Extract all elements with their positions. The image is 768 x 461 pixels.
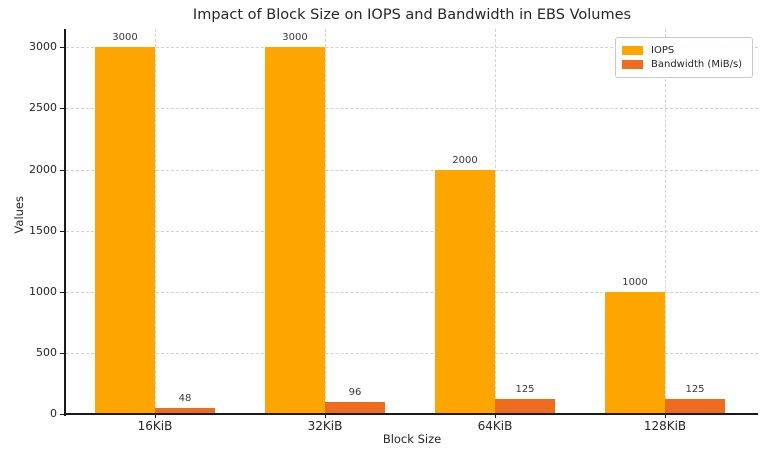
- x-axis-spine: [64, 413, 758, 415]
- y-tick-label: 1000: [29, 284, 57, 298]
- plot-area: 3000 48 3000 96 2000 125 1000 125: [66, 29, 758, 414]
- bar-value-label: 1000: [622, 276, 648, 288]
- bar-bandwidth-mib-s-32kib: [325, 402, 385, 414]
- y-axis-spine: [64, 29, 66, 416]
- x-tick-label: 128KiB: [643, 419, 687, 433]
- legend-label: IOPS: [651, 45, 675, 56]
- x-tick-label: 16KiB: [137, 419, 173, 433]
- bar-value-label: 96: [348, 387, 362, 399]
- legend-item: IOPS: [622, 44, 744, 57]
- gridline-y-3000: [66, 47, 758, 49]
- bar-iops-16kib: [95, 47, 155, 414]
- y-tick-label: 500: [36, 345, 57, 359]
- gridline-x-128KiB: [665, 29, 666, 414]
- bar-value-label: 125: [685, 383, 705, 395]
- chart-title: Impact of Block Size on IOPS and Bandwid…: [192, 7, 632, 23]
- y-tick-mark: [60, 414, 64, 415]
- bar-bandwidth-mib-s-64kib: [495, 398, 555, 414]
- legend-swatch-icon: [622, 60, 643, 69]
- y-tick-label: 3000: [29, 40, 57, 54]
- x-tick-label: 32KiB: [307, 419, 343, 433]
- y-tick-label: 2500: [29, 101, 57, 115]
- bar-value-label: 2000: [452, 154, 478, 166]
- y-tick-label: 2000: [29, 162, 57, 176]
- legend-swatch-icon: [622, 46, 643, 55]
- gridline-y-2000: [66, 169, 758, 171]
- bar-bandwidth-mib-s-128kib: [665, 398, 725, 414]
- y-tick-mark: [60, 230, 64, 232]
- x-tick-mark: [325, 415, 326, 418]
- x-tick-mark: [495, 415, 496, 418]
- gridline-y-1500: [66, 230, 758, 232]
- gridline-y-1000: [66, 291, 758, 293]
- x-tick-mark: [665, 415, 666, 418]
- bar-bandwidth-mib-s-16kib: [155, 408, 215, 414]
- legend: IOPS Bandwidth (MiB/s): [615, 37, 753, 78]
- gridline-x-16KiB: [155, 29, 156, 414]
- x-axis-label: Block Size: [382, 432, 442, 446]
- legend-item: Bandwidth (MiB/s): [622, 58, 744, 71]
- y-tick-mark: [60, 169, 64, 171]
- gridline-y-2500: [66, 108, 758, 110]
- gridline-x-64KiB: [495, 29, 496, 414]
- legend-label: Bandwidth (MiB/s): [651, 59, 743, 70]
- bar-iops-64kib: [435, 169, 495, 414]
- bar-value-label: 48: [178, 393, 192, 405]
- bar-iops-32kib: [265, 47, 325, 414]
- y-tick-mark: [60, 352, 64, 354]
- bar-value-label: 3000: [112, 32, 138, 44]
- x-tick-label: 64KiB: [477, 419, 513, 433]
- bar-value-label: 125: [515, 383, 535, 395]
- y-tick-label: 0: [50, 407, 57, 420]
- y-tick-mark: [60, 291, 64, 293]
- bar-iops-128kib: [605, 291, 665, 414]
- y-tick-label: 1500: [29, 223, 57, 237]
- x-tick-mark: [155, 415, 156, 418]
- y-tick-mark: [60, 108, 64, 110]
- y-tick-mark: [60, 47, 64, 49]
- gridline-x-32KiB: [325, 29, 326, 414]
- bar-value-label: 3000: [282, 32, 308, 44]
- gridline-y-500: [66, 352, 758, 354]
